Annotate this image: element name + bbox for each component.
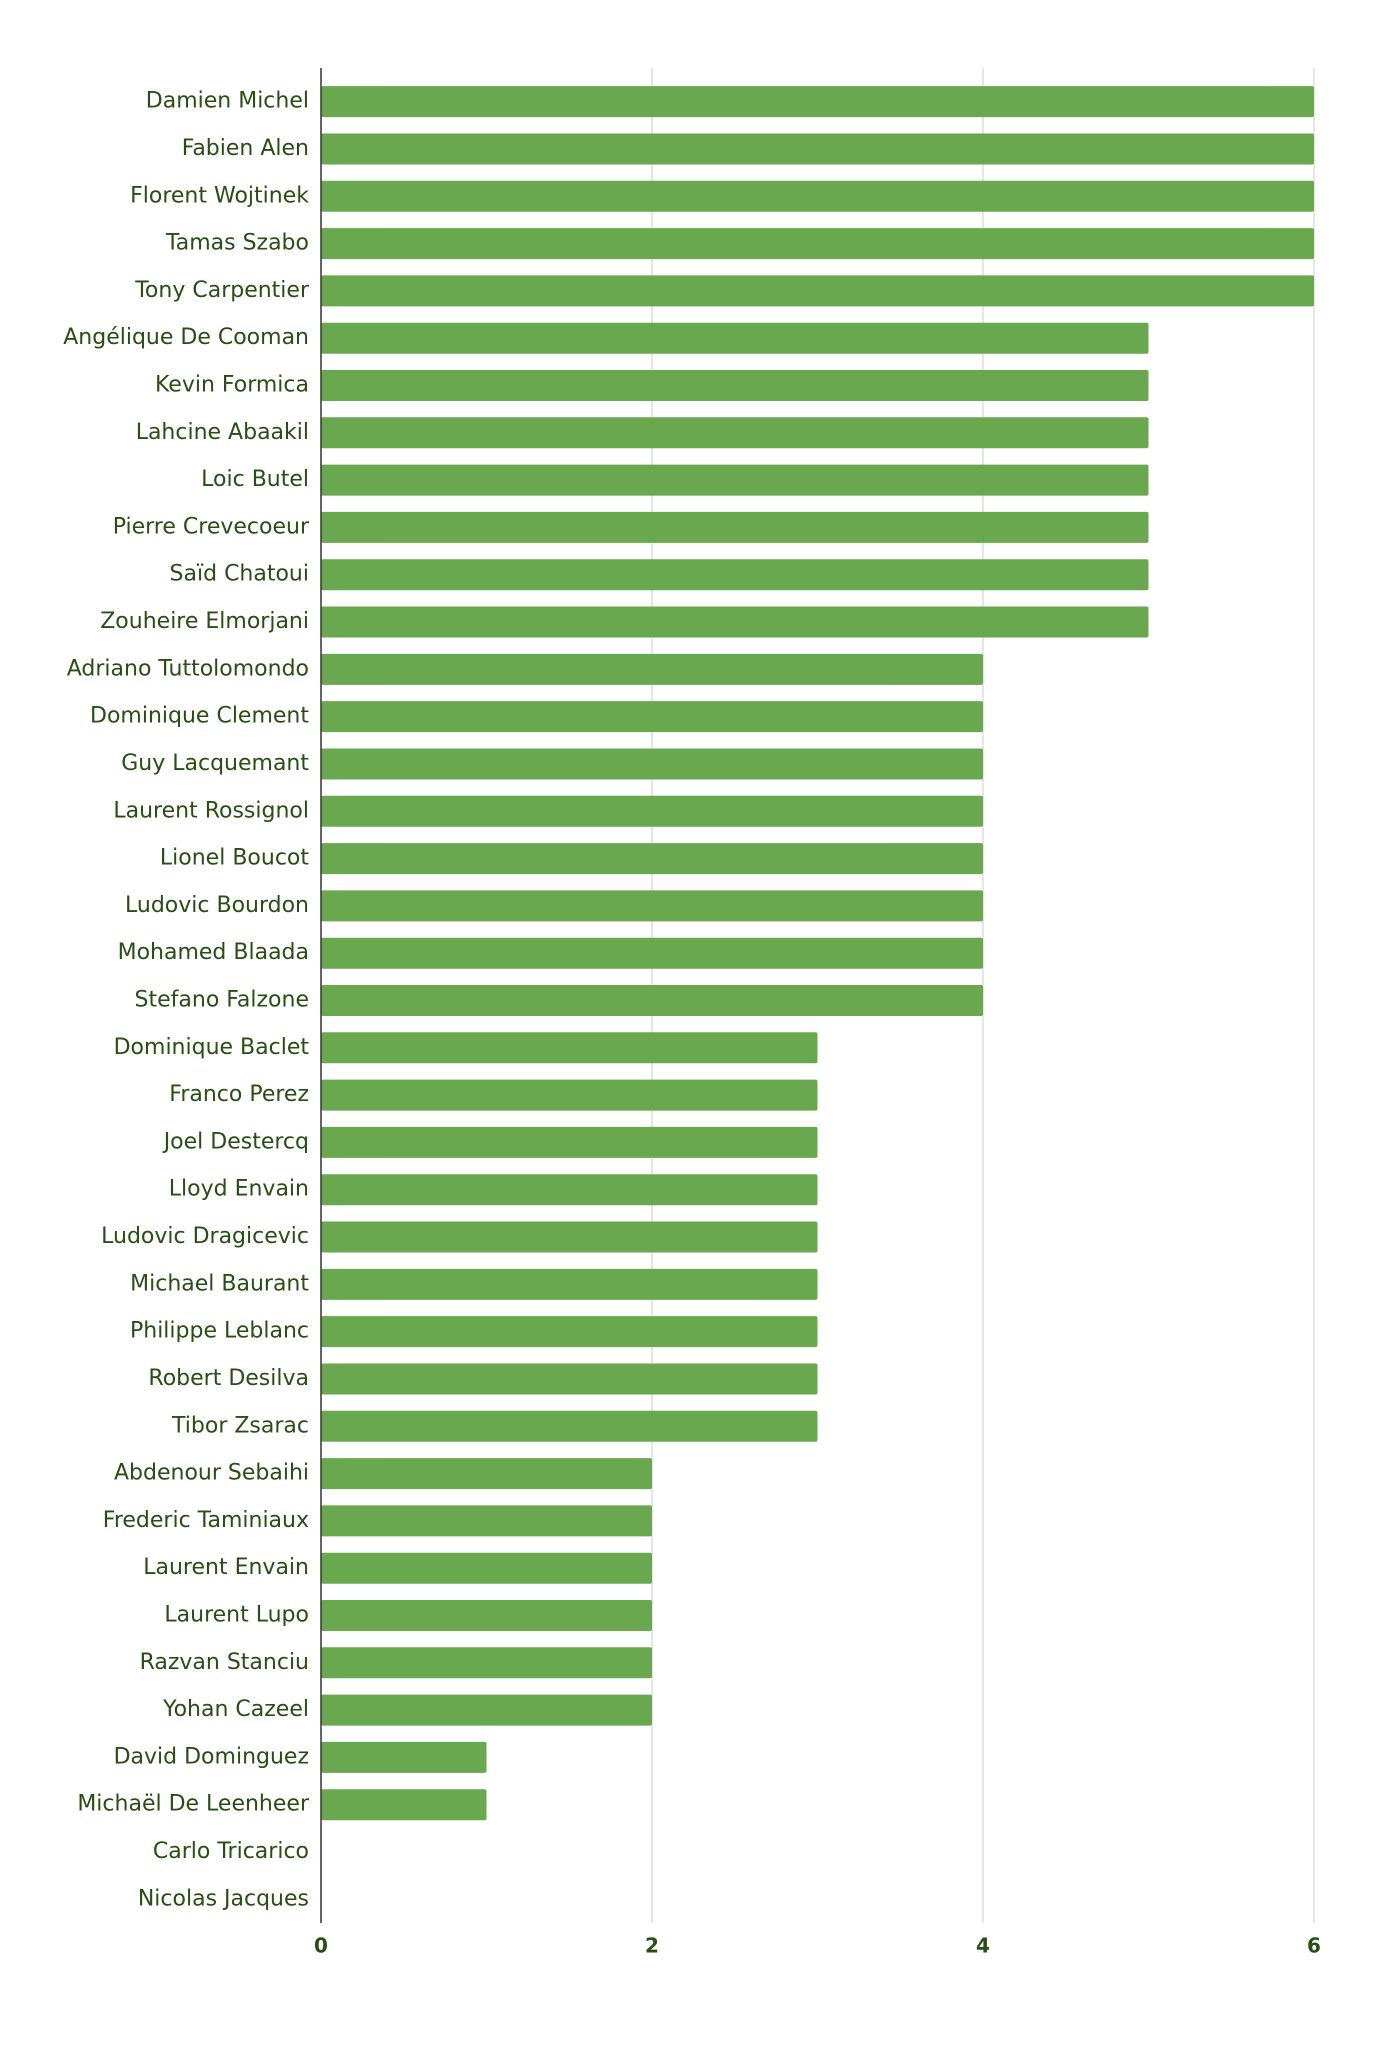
- bar: [321, 511, 1149, 543]
- bar: [321, 1221, 818, 1253]
- bar: [321, 843, 983, 875]
- bar: [321, 1410, 818, 1442]
- y-tick-label: Tibor Zsarac: [171, 1413, 309, 1438]
- y-tick-label: Laurent Envain: [143, 1555, 309, 1580]
- y-tick-label: Stefano Falzone: [135, 988, 309, 1013]
- y-tick-label: Frederic Taminiaux: [103, 1508, 309, 1533]
- bar: [321, 985, 983, 1016]
- y-tick-label: Lionel Boucot: [160, 846, 309, 871]
- bar: [321, 370, 1149, 401]
- bar: [321, 559, 1149, 591]
- bar: [321, 937, 983, 969]
- bar: [321, 890, 983, 922]
- bar: [321, 133, 1314, 165]
- y-tick-label: Mohamed Blaada: [118, 940, 309, 965]
- y-tick-label: Michaël De Leenheer: [77, 1792, 310, 1817]
- y-tick-label: Damien Michel: [146, 89, 309, 114]
- y-tick-label: David Dominguez: [114, 1744, 309, 1769]
- bar: [321, 653, 983, 685]
- y-tick-label: Zouheire Elmorjani: [100, 609, 309, 634]
- bar: [321, 86, 1314, 118]
- bar: [321, 180, 1314, 212]
- y-tick-label: Ludovic Dragicevic: [101, 1224, 309, 1249]
- y-tick-label: Ludovic Bourdon: [125, 893, 309, 918]
- bar: [321, 748, 983, 780]
- bar: [321, 1694, 652, 1726]
- y-tick-label: Carlo Tricarico: [153, 1839, 309, 1864]
- y-tick-label: Lahcine Abaakil: [136, 420, 309, 445]
- bar: [321, 322, 1149, 354]
- bar: [321, 701, 983, 733]
- y-tick-label: Tony Carpentier: [134, 278, 310, 303]
- bar: [321, 1505, 652, 1537]
- y-tick-label: Saïd Chatoui: [170, 562, 309, 587]
- bar: [321, 1789, 487, 1821]
- y-tick-label: Lloyd Envain: [169, 1177, 309, 1202]
- y-tick-label: Fabien Alen: [182, 136, 309, 161]
- bar: [321, 1647, 652, 1679]
- bar: [321, 1600, 652, 1631]
- y-tick-label: Joel Destercq: [162, 1129, 309, 1154]
- x-tick-label: 4: [976, 1934, 990, 1958]
- bar: [321, 1458, 652, 1490]
- x-tick-label: 0: [314, 1934, 328, 1958]
- y-tick-label: Guy Lacquemant: [121, 751, 309, 776]
- y-tick-label: Franco Perez: [169, 1082, 309, 1107]
- bar: [321, 1032, 818, 1064]
- y-tick-label: Laurent Lupo: [164, 1603, 309, 1628]
- bar: [321, 275, 1314, 307]
- y-tick-label: Kevin Formica: [155, 373, 309, 398]
- y-tick-label: Pierre Crevecoeur: [113, 514, 310, 539]
- bar: [321, 228, 1314, 260]
- bar: [321, 1174, 818, 1206]
- y-tick-label: Angélique De Cooman: [63, 325, 309, 350]
- bar: [321, 1268, 818, 1300]
- y-tick-label: Michael Baurant: [130, 1271, 309, 1296]
- bar: [321, 464, 1149, 496]
- y-tick-label: Razvan Stanciu: [140, 1650, 309, 1675]
- y-tick-label: Philippe Leblanc: [130, 1319, 309, 1344]
- bar: [321, 606, 1149, 638]
- y-tick-label: Florent Wojtinek: [130, 183, 309, 208]
- bar: [321, 1079, 818, 1111]
- bar: [321, 1741, 487, 1773]
- x-tick-label: 2: [645, 1934, 659, 1958]
- y-tick-label: Loic Butel: [201, 467, 309, 492]
- bar: [321, 1552, 652, 1584]
- y-tick-label: Robert Desilva: [148, 1366, 309, 1391]
- bar: [321, 1316, 818, 1348]
- y-tick-label: Laurent Rossignol: [113, 798, 309, 823]
- y-tick-label: Adriano Tuttolomondo: [67, 656, 309, 681]
- y-tick-label: Yohan Cazeel: [162, 1697, 309, 1722]
- x-tick-label: 6: [1307, 1934, 1321, 1958]
- y-tick-label: Dominique Baclet: [114, 1035, 310, 1060]
- bar: [321, 1126, 818, 1158]
- y-tick-label: Dominique Clement: [90, 704, 309, 729]
- bar: [321, 1363, 818, 1395]
- y-tick-label: Nicolas Jacques: [138, 1886, 309, 1911]
- bar: [321, 417, 1149, 449]
- bar: [321, 795, 983, 827]
- y-tick-label: Tamas Szabo: [165, 231, 309, 256]
- y-tick-label: Abdenour Sebaihi: [114, 1461, 309, 1486]
